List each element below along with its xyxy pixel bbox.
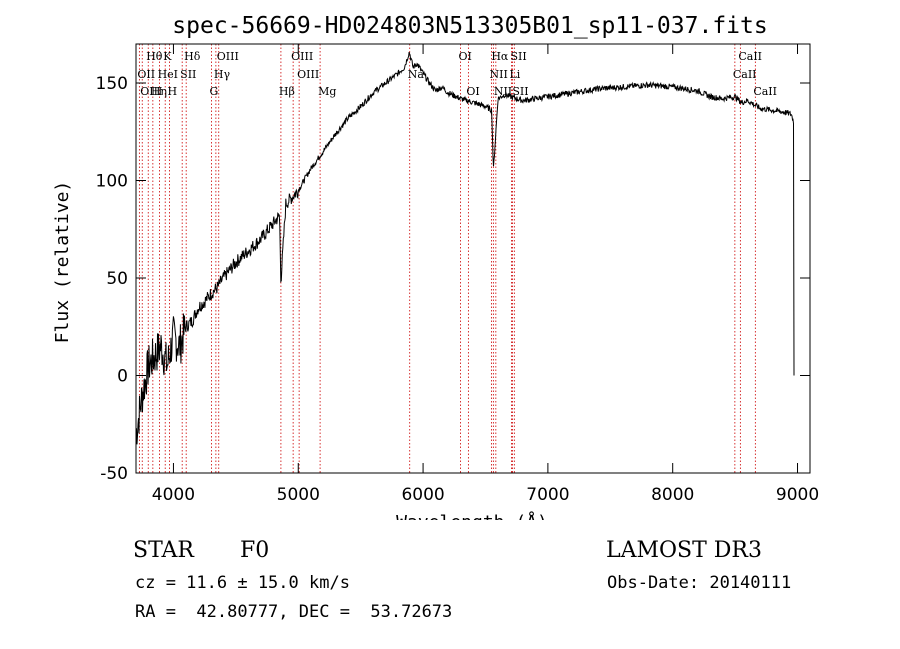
- line-label-0: Hθ: [146, 50, 163, 63]
- x-tick-label-2: 6000: [401, 485, 444, 505]
- line-label-11: G: [210, 85, 219, 98]
- line-label-20: SII: [510, 50, 526, 63]
- x-axis-label: Wavelength (Å): [396, 511, 548, 520]
- object-type: STAR: [133, 538, 194, 563]
- spectrum-series-line: [135, 51, 795, 445]
- y-tick-label-0: -50: [100, 464, 128, 484]
- y-tick-label-3: 100: [96, 172, 128, 192]
- x-tick-label-4: 8000: [651, 485, 694, 505]
- line-label-22: Li: [509, 68, 520, 81]
- chart-title: spec-56669-HD024803N513305B01_sp11-037.f…: [172, 13, 767, 39]
- line-label-12: OIII: [291, 50, 313, 63]
- line-label-15: Mg: [318, 85, 336, 98]
- line-label-9: OIII: [217, 50, 239, 63]
- observation-date: Obs-Date: 20140111: [607, 573, 792, 593]
- line-label-5: Hη: [151, 85, 167, 98]
- x-axis: 4000 5000 6000 7000 8000 9000: [152, 44, 819, 505]
- spectrum-chart: spec-56669-HD024803N513305B01_sp11-037.f…: [52, 13, 819, 520]
- line-label-7: SII: [180, 68, 196, 81]
- y-axis-label: Flux (relative): [52, 181, 73, 344]
- line-label-3: K: [163, 50, 172, 63]
- y-tick-label-2: 50: [106, 269, 128, 289]
- x-tick-label-3: 7000: [526, 485, 569, 505]
- spectral-line-markers: [138, 44, 756, 473]
- object-subclass: F0: [240, 538, 270, 563]
- line-label-13: OIII: [297, 68, 319, 81]
- line-label-26: CaII: [733, 68, 757, 81]
- line-label-18: OI: [466, 85, 479, 98]
- line-label-21: NII: [489, 68, 507, 81]
- line-label-16: Na: [408, 68, 425, 81]
- line-label-17: OI: [459, 50, 472, 63]
- y-tick-label-4: 150: [96, 74, 128, 94]
- x-tick-label-0: 4000: [152, 485, 195, 505]
- survey-name: LAMOST DR3: [606, 538, 762, 563]
- velocity-readout: cz = 11.6 ± 15.0 km/s: [135, 573, 350, 593]
- line-label-6: Hδ: [184, 50, 201, 63]
- x-tick-label-5: 9000: [776, 485, 819, 505]
- x-tick-label-1: 5000: [277, 485, 320, 505]
- line-label-10: Hγ: [214, 68, 231, 81]
- line-label-19: Hα: [491, 50, 509, 63]
- coordinates-readout: RA = 42.80777, DEC = 53.72673: [135, 602, 453, 622]
- y-axis: -50 0 50 100 150: [96, 74, 810, 484]
- line-label-14: Hβ: [279, 85, 295, 98]
- line-label-24: SII: [512, 85, 528, 98]
- y-tick-label-1: 0: [117, 367, 128, 387]
- line-label-4: HeI: [158, 68, 178, 81]
- line-label-2: OIII: [140, 85, 162, 98]
- line-label-25: CaII: [738, 50, 762, 63]
- line-label-27: CaII: [753, 85, 777, 98]
- line-label-1: OII: [137, 68, 155, 81]
- line-label-8: H: [167, 85, 177, 98]
- plot-frame: [135, 43, 811, 474]
